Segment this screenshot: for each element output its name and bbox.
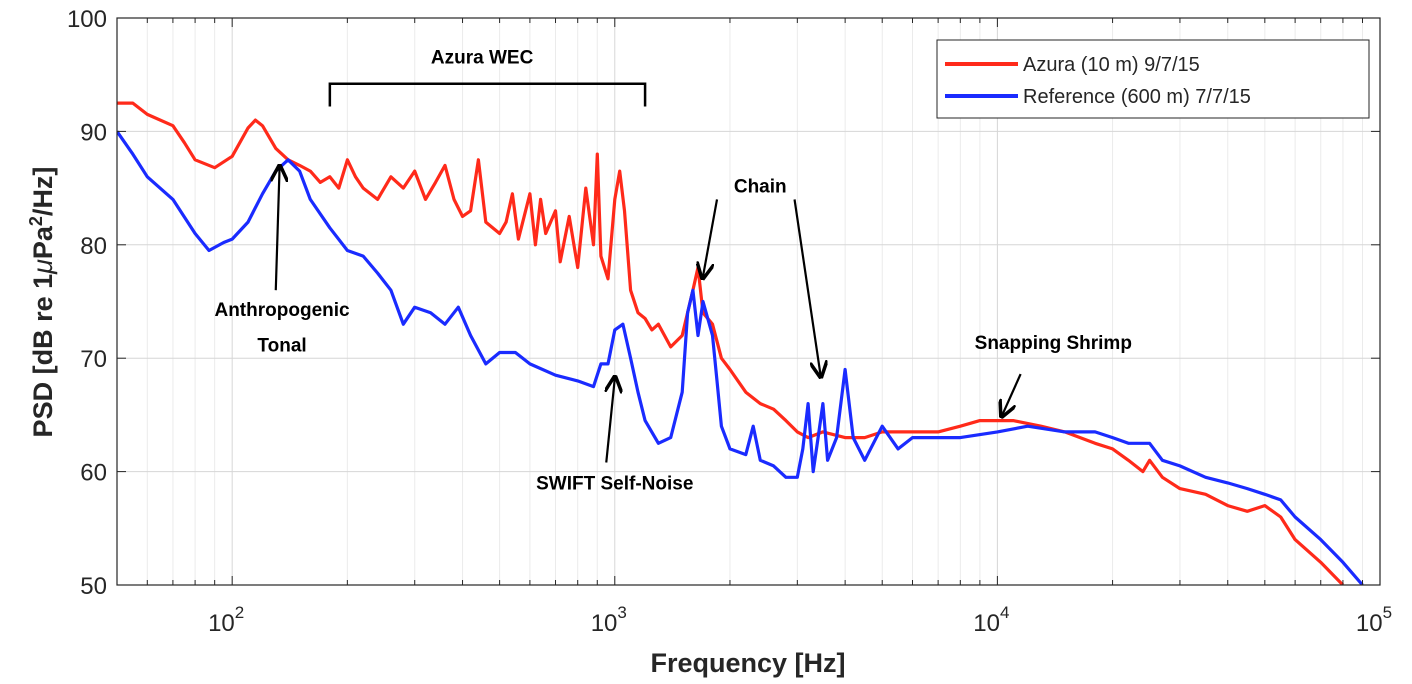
- x-tick-label: 104: [973, 603, 1009, 637]
- legend: Azura (10 m) 9/7/15 Reference (600 m) 7/…: [936, 39, 1370, 119]
- legend-box: [936, 39, 1370, 119]
- chain-arrow-2: [793, 199, 821, 375]
- x-tick-label: 102: [208, 603, 244, 637]
- series-layer: [117, 101, 1364, 585]
- annotation-chain: Chain: [734, 177, 787, 198]
- y-tick-label: 60: [80, 460, 107, 487]
- series-line-azura: [117, 101, 1345, 585]
- plot-frame: [116, 17, 1381, 586]
- anthropogenic-arrow: [276, 168, 280, 291]
- annotation-anthropogenic-1: Anthropogenic: [214, 300, 350, 321]
- y-tick-label: 80: [80, 233, 107, 260]
- y-axis-label-mu: μ: [28, 259, 58, 275]
- axis-ticks: [116, 17, 1380, 586]
- minor-grid: [116, 18, 1363, 585]
- annotation-snapping-shrimp: Snapping Shrimp: [975, 333, 1132, 354]
- snapping-shrimp-arrow: [1002, 373, 1022, 415]
- series-line-reference: [117, 130, 1364, 585]
- annotation-azura-wec: Azura WEC: [431, 47, 534, 68]
- chain-arrow-1: [703, 199, 719, 276]
- annotation-swift: SWIFT Self-Noise: [536, 474, 693, 495]
- x-tick-label: 105: [1356, 603, 1392, 637]
- y-axis-label: PSD [dB re 1μPa2/Hz]: [26, 167, 58, 438]
- y-tick-labels: 50 60 70 80 90 100: [67, 6, 107, 600]
- annotations: Azura WEC Anthropogenic Tonal Chain Snapping…: [214, 47, 1131, 494]
- legend-entry-reference: Reference (600 m) 7/7/15: [1023, 86, 1251, 108]
- y-tick-label: 50: [80, 573, 107, 600]
- x-axis-label: Frequency [Hz]: [650, 648, 845, 678]
- y-tick-label: 100: [67, 6, 107, 33]
- azura-wec-bracket: [328, 82, 647, 107]
- swift-arrow: [606, 379, 615, 463]
- legend-entry-azura: Azura (10 m) 9/7/15: [1023, 54, 1200, 76]
- x-tick-labels: 102 103 104 105: [208, 603, 1392, 637]
- x-tick-label: 103: [591, 603, 627, 637]
- annotation-anthropogenic-2: Tonal: [257, 335, 306, 356]
- y-tick-label: 90: [80, 119, 107, 146]
- y-tick-label: 70: [80, 346, 107, 373]
